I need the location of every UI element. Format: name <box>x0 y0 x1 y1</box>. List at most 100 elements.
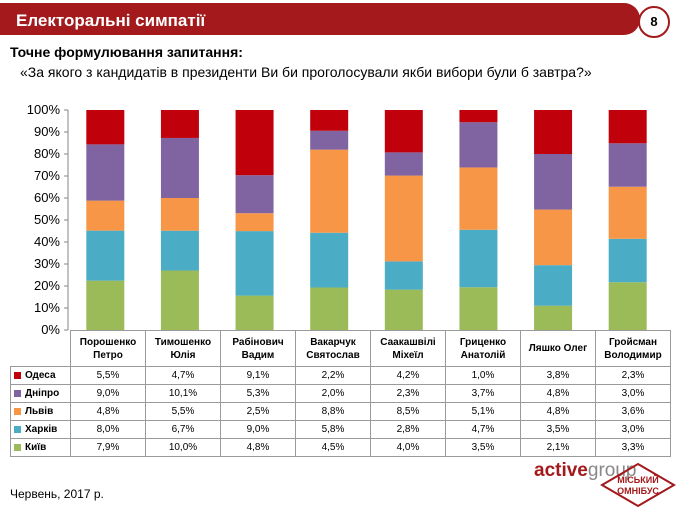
legend-swatch <box>14 425 21 433</box>
data-label: 3,5% <box>445 438 521 457</box>
data-label: 1,0% <box>445 366 521 385</box>
bar-segment <box>384 110 423 153</box>
question-text: «За якого з кандидатів в президенти Ви б… <box>20 64 592 80</box>
data-label: 10,1% <box>145 384 221 403</box>
series-row: Львів 4,8% 5,5% 2,5% 8,8% 8,5% 5,1% 4,8% 3,6% <box>10 402 671 421</box>
data-label: 4,8% <box>220 438 296 457</box>
stacked-bar-chart: 0% 10% 20% 30% 40% 50% 60% 70% 80% 90% 100% <box>27 102 647 335</box>
legend-entry: Харків <box>10 420 71 439</box>
category-label: Ляшко Олег <box>520 330 596 367</box>
bar-segment <box>235 295 274 330</box>
data-label: 8,5% <box>370 402 446 421</box>
bar-segment <box>235 110 274 176</box>
question-label: Точне формулювання запитання: <box>10 44 243 60</box>
y-tick-label: 50% <box>34 212 60 227</box>
bar-segment <box>160 110 199 138</box>
data-table: Порошенко Петро Тимошенко Юлія Рабінович Вади… <box>10 330 671 457</box>
legend-swatch <box>14 407 21 415</box>
data-label: 5,1% <box>445 402 521 421</box>
category-label: Вакарчук Святослав <box>295 330 371 367</box>
bar-segment <box>384 152 423 176</box>
data-label: 4,8% <box>70 402 146 421</box>
bar-segment <box>310 149 349 233</box>
category-label: Тимошенко Юлія <box>145 330 221 367</box>
bar-segment <box>534 209 573 266</box>
legend-swatch <box>14 371 21 379</box>
data-label: 9,0% <box>70 384 146 403</box>
bar-segment <box>384 261 423 290</box>
bar-segment <box>534 110 573 154</box>
bar-segment <box>86 230 125 281</box>
data-label: 6,7% <box>145 420 221 439</box>
bar-segment <box>160 230 199 271</box>
y-tick-label: 100% <box>27 102 61 117</box>
y-tick-label: 60% <box>34 190 60 205</box>
omnibus-logo-icon: МІСЬКИЙ ОМНІБУС <box>600 462 676 508</box>
bar-segment <box>160 137 199 198</box>
data-label: 4,5% <box>295 438 371 457</box>
bar-segment <box>86 280 125 330</box>
page-number: 8 <box>638 6 670 38</box>
bar-segment <box>459 167 498 230</box>
category-label: Рабінович Вадим <box>220 330 296 367</box>
data-label: 9,1% <box>220 366 296 385</box>
data-label: 3,6% <box>595 402 671 421</box>
category-label: Гриценко Анатолій <box>445 330 521 367</box>
data-label: 8,0% <box>70 420 146 439</box>
data-label: 4,7% <box>145 366 221 385</box>
y-tick-label: 80% <box>34 146 60 161</box>
bar-segment <box>384 175 423 262</box>
legend-swatch <box>14 389 21 397</box>
category-row: Порошенко Петро Тимошенко Юлія Рабінович Вади… <box>11 330 671 367</box>
data-label: 2,2% <box>295 366 371 385</box>
data-label: 4,8% <box>520 402 596 421</box>
series-row: Дніпро 9,0% 10,1% 5,3% 2,0% 2,3% 3,7% 4,8% 3,0% <box>10 384 671 403</box>
data-label: 2,1% <box>520 438 596 457</box>
legend-entry: Київ <box>10 438 71 457</box>
bar-segment <box>534 154 573 210</box>
data-label: 4,8% <box>520 384 596 403</box>
bar-segment <box>86 110 125 145</box>
title-bar: Електоральні симпатії <box>0 3 640 35</box>
brand-group: group <box>587 460 637 481</box>
y-tick-label: 40% <box>34 234 60 249</box>
bar-segment <box>459 122 498 168</box>
data-label: 5,8% <box>295 420 371 439</box>
data-label: 4,0% <box>370 438 446 457</box>
bar-segment <box>608 143 647 187</box>
slide-title: Електоральні симпатії <box>16 11 206 30</box>
bar-segment <box>459 110 498 123</box>
data-label: 4,2% <box>370 366 446 385</box>
y-tick-label: 0% <box>41 322 60 335</box>
data-label: 9,0% <box>220 420 296 439</box>
bar-segment <box>160 270 199 330</box>
bar-segment <box>534 265 573 306</box>
data-label: 3,5% <box>520 420 596 439</box>
bar-segment <box>310 287 349 330</box>
data-label: 5,5% <box>145 402 221 421</box>
bar-segment <box>235 213 274 232</box>
data-label: 3,7% <box>445 384 521 403</box>
y-tick-label: 10% <box>34 300 60 315</box>
y-tick-label: 20% <box>34 278 60 293</box>
bar-segment <box>86 200 125 231</box>
slide-header: Електоральні симпатії 8 <box>0 0 680 40</box>
bar-segment <box>310 232 349 288</box>
data-label: 4,7% <box>445 420 521 439</box>
bar-segment <box>608 282 647 330</box>
logo-line2: ОМНІБУС <box>617 486 659 496</box>
data-label: 2,8% <box>370 420 446 439</box>
data-label: 3,0% <box>595 384 671 403</box>
data-label: 10,0% <box>145 438 221 457</box>
bar-segment <box>86 144 125 201</box>
bar-segment <box>235 231 274 296</box>
data-label: 3,0% <box>595 420 671 439</box>
bar-segment <box>608 186 647 239</box>
brand-active: active <box>534 460 588 481</box>
data-label: 7,9% <box>70 438 146 457</box>
data-label: 2,0% <box>295 384 371 403</box>
bar-segment <box>534 305 573 330</box>
category-label: Гройсман Володимир <box>595 330 671 367</box>
bar-segment <box>160 198 199 231</box>
category-label: Саакашвілі Міхеїл <box>370 330 446 367</box>
